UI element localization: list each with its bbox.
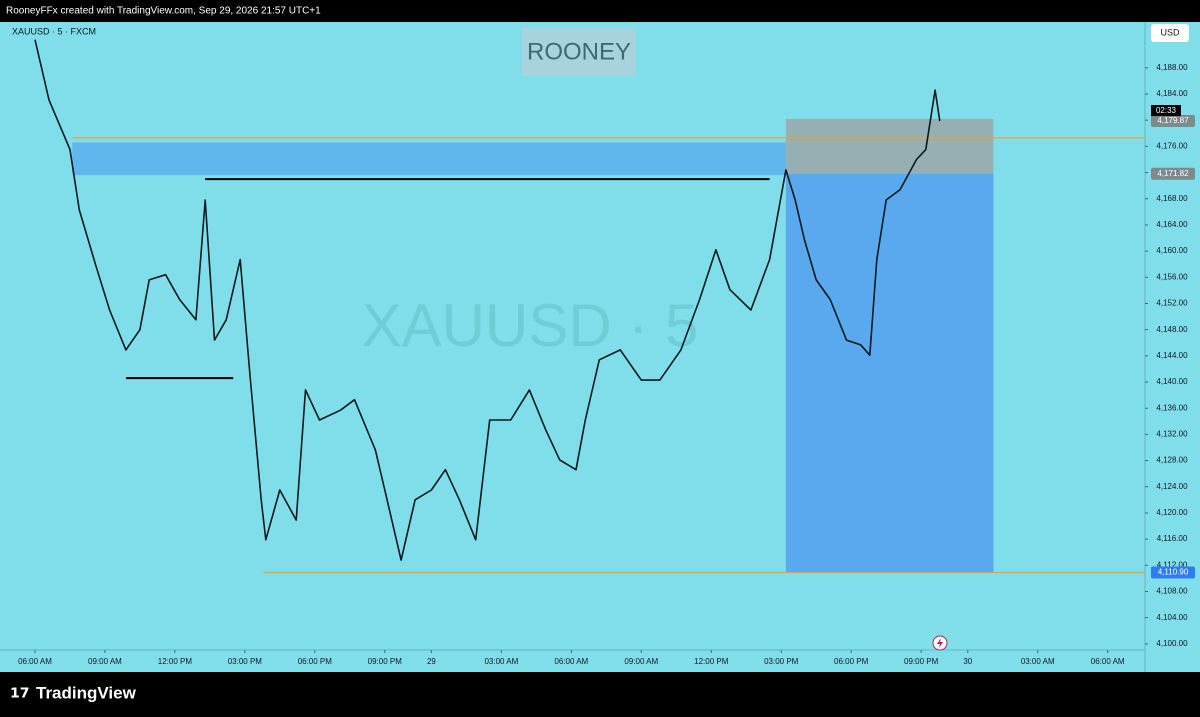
last-price-box (1151, 115, 1195, 128)
plot-background (0, 22, 1200, 672)
y-tick-label: 4,120.00 (1156, 508, 1188, 517)
badge-text: ROONEY (527, 38, 631, 65)
logo-text: TradingView (36, 683, 137, 702)
entry-price-label: 4,171.82 (1157, 169, 1189, 178)
y-tick-label: 4,168.00 (1156, 194, 1188, 203)
y-tick-label: 4,128.00 (1156, 456, 1188, 465)
x-tick-label: 09:00 AM (88, 657, 122, 666)
x-tick-label: 09:00 PM (368, 657, 403, 666)
x-tick-label: 09:00 PM (904, 657, 939, 666)
supply-zone (72, 142, 786, 176)
x-tick-label: 06:00 AM (1091, 657, 1125, 666)
y-tick-label: 4,156.00 (1156, 272, 1188, 281)
header-title: RooneyFFx created with TradingView.com, … (6, 6, 321, 17)
x-tick-label: 06:00 AM (554, 657, 588, 666)
y-tick-label: 4,152.00 (1156, 299, 1188, 308)
y-tick-label: 4,136.00 (1156, 403, 1188, 412)
y-tick-label: 4,132.00 (1156, 429, 1188, 438)
x-tick-label: 12:00 PM (158, 657, 193, 666)
y-tick-label: 4,116.00 (1157, 534, 1188, 543)
currency-button[interactable] (1151, 24, 1189, 42)
countdown-label: 02:33 (1156, 106, 1177, 115)
logo-mark: 𝟭𝟳 (10, 685, 29, 701)
x-tick-label: 03:00 PM (228, 657, 263, 666)
y-tick-label: 4,140.00 (1156, 377, 1188, 386)
y-tick-label: 4,164.00 (1156, 220, 1188, 229)
y-tick-label: 4,148.00 (1156, 325, 1188, 334)
header-bar (0, 0, 1200, 22)
y-tick-label: 4,108.00 (1156, 587, 1188, 596)
position-target (785, 173, 994, 573)
last-price-label: 4,179.87 (1157, 116, 1189, 125)
x-tick-label: 03:00 AM (484, 657, 518, 666)
y-tick-label: 4,124.00 (1156, 482, 1188, 491)
target-price-box (1151, 566, 1195, 579)
x-tick-label: 29 (427, 657, 436, 666)
symbol-label: XAUUSD · 5 · FXCM (12, 26, 96, 36)
y-tick-label: 4,176.00 (1156, 141, 1188, 150)
x-tick-label: 12:00 PM (694, 657, 729, 666)
alert-bolt (937, 638, 943, 648)
x-tick-label: 03:00 PM (764, 657, 799, 666)
x-tick-label: 06:00 PM (834, 657, 869, 666)
y-tick-label: 4,144.00 (1156, 351, 1188, 360)
x-tick-label: 06:00 AM (18, 657, 52, 666)
position-stop (785, 118, 994, 174)
x-tick-label: 03:00 AM (1021, 657, 1055, 666)
footer-bar (0, 672, 1200, 717)
y-tick-label: 4,100.00 (1156, 639, 1188, 648)
currency-label[interactable]: USD (1160, 27, 1180, 37)
countdown-box (1151, 105, 1181, 117)
y-tick-label: 4,188.00 (1156, 63, 1188, 72)
y-tick-label: 4,112.00 (1157, 560, 1188, 569)
watermark: XAUUSD · 5 (362, 292, 699, 359)
y-tick-label: 4,184.00 (1156, 89, 1188, 98)
x-tick-label: 30 (963, 657, 972, 666)
y-tick-label: 4,160.00 (1156, 246, 1188, 255)
x-tick-label: 06:00 PM (298, 657, 333, 666)
entry-price-box (1151, 167, 1195, 180)
badge-box (522, 28, 636, 76)
x-tick-label: 09:00 AM (624, 657, 658, 666)
target-price-label: 4,110.90 (1158, 568, 1189, 577)
price-line (34, 39, 941, 561)
y-tick-label: 4,104.00 (1156, 613, 1188, 622)
